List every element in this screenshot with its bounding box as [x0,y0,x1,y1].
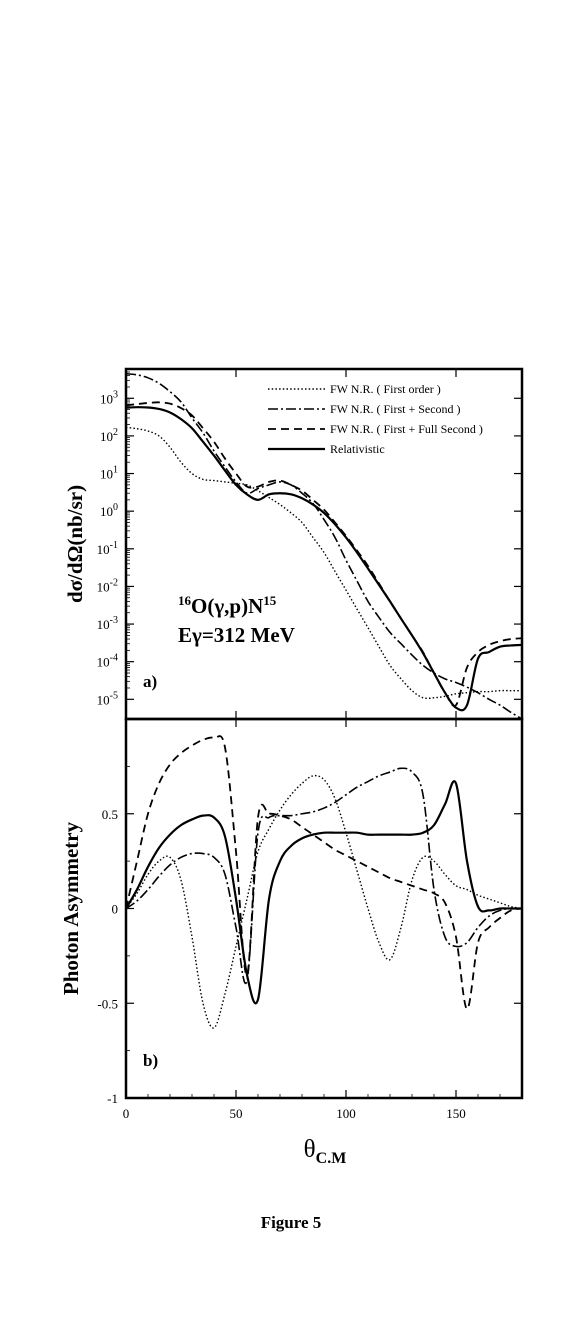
series-relativistic-asymmetry [126,780,522,1005]
panel-b-curves [126,735,522,1029]
reaction-core: O(γ,p)N [191,594,263,618]
y-tick-label: 0.5 [102,807,118,822]
y-tick-label: 100 [100,502,118,519]
panel-a: 103 102 101 100 10-1 10-2 10-3 10-4 10-5 dσ/dΩ(n… [63,367,524,721]
series-first-order-cross-section [126,426,522,700]
x-axis-label-main: θ [304,1136,316,1163]
y-tick-label: 103 [100,389,118,406]
y-tick-label: 102 [100,427,118,444]
y-tick-label: 10-1 [97,540,118,557]
series-first-plus-full-second-cross-section [126,401,522,707]
y-tick-label: 0 [112,902,119,917]
figure-caption: Figure 5 [260,1213,322,1232]
legend-label: FW N.R. ( First order ) [330,382,441,396]
y-tick-label: 10-3 [97,615,118,632]
reaction-post-sup: 15 [263,593,277,608]
y-tick-label: -0.5 [97,996,118,1011]
series-first-plus-second-cross-section [126,372,522,719]
legend-label: FW N.R. ( First + Second ) [330,402,461,416]
x-axis-label: θC.M [304,1136,347,1167]
y-tick-label: 10-5 [97,690,118,707]
panel-a-ticks: 103 102 101 100 10-1 10-2 10-3 10-4 10-5 [97,368,522,719]
reaction-annotation: 16O(γ,p)N15 [178,593,277,618]
series-first-plus-full-second-asymmetry [126,735,522,1010]
panel-b-frame [124,717,524,1100]
panel-b: 0.50-0.5-10 50 100 150 Photon Asymmetry b) … [59,717,524,1167]
x-tick-label: 100 [336,1106,356,1121]
panel-a-curves [126,372,522,719]
x-tick-label: 0 [123,1106,130,1121]
y-tick-label: -1 [107,1091,118,1106]
legend: FW N.R. ( First order ) FW N.R. ( First +… [268,382,483,456]
x-tick-label: 50 [230,1106,243,1121]
energy-annotation: Eγ=312 MeV [178,623,295,647]
y-tick-label: 101 [100,465,118,482]
series-first-plus-second-asymmetry [126,767,522,985]
x-tick-label: 150 [446,1106,466,1121]
x-axis-label-sub: C.M [316,1150,347,1167]
panel-b-label: b) [143,1051,158,1070]
reaction-pre-sup: 16 [178,593,192,608]
panel-b-ylabel: Photon Asymmetry [59,821,83,995]
panel-a-label: a) [143,672,157,691]
legend-label: FW N.R. ( First + Full Second ) [330,422,483,436]
legend-label: Relativistic [330,442,385,456]
y-tick-label: 10-4 [97,653,118,670]
series-relativistic-cross-section [126,406,522,712]
y-tick-label: 10-2 [97,577,118,594]
panel-a-ylabel: dσ/dΩ(nb/sr) [63,485,87,603]
